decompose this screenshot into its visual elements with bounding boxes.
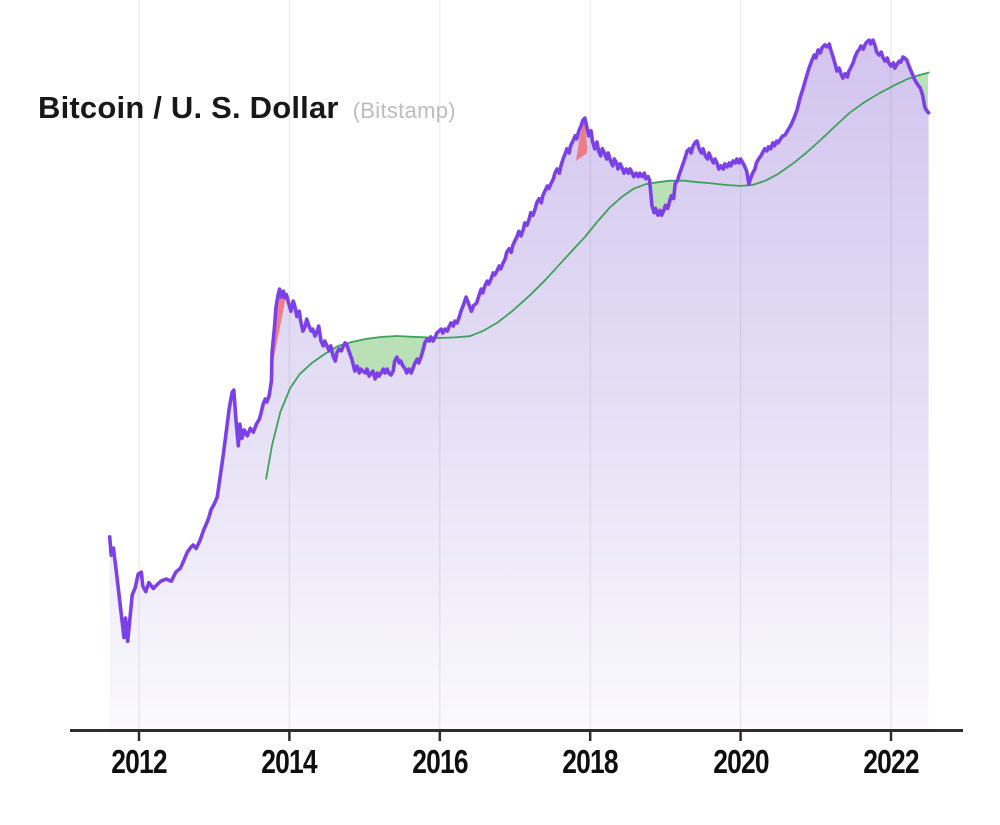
x-axis-label-2018: 2018	[562, 743, 618, 780]
price-line	[107, 38, 931, 643]
chart-source-label: (Bitstamp)	[352, 98, 456, 123]
x-axis-label-2022: 2022	[863, 743, 919, 780]
x-axis-label-2020: 2020	[712, 743, 769, 780]
x-axis-label-2012: 2012	[111, 743, 167, 780]
x-axis-label-2014: 2014	[261, 743, 318, 780]
below-trend-band	[650, 180, 677, 215]
trend-line	[265, 71, 930, 480]
chart-title: Bitcoin / U. S. Dollar	[38, 90, 339, 125]
price-area-fill	[109, 40, 929, 730]
above-trend-band	[575, 118, 588, 161]
x-axis-label-2016: 2016	[412, 743, 468, 780]
chart-header: Bitcoin / U. S. Dollar (Bitstamp)	[38, 90, 456, 126]
